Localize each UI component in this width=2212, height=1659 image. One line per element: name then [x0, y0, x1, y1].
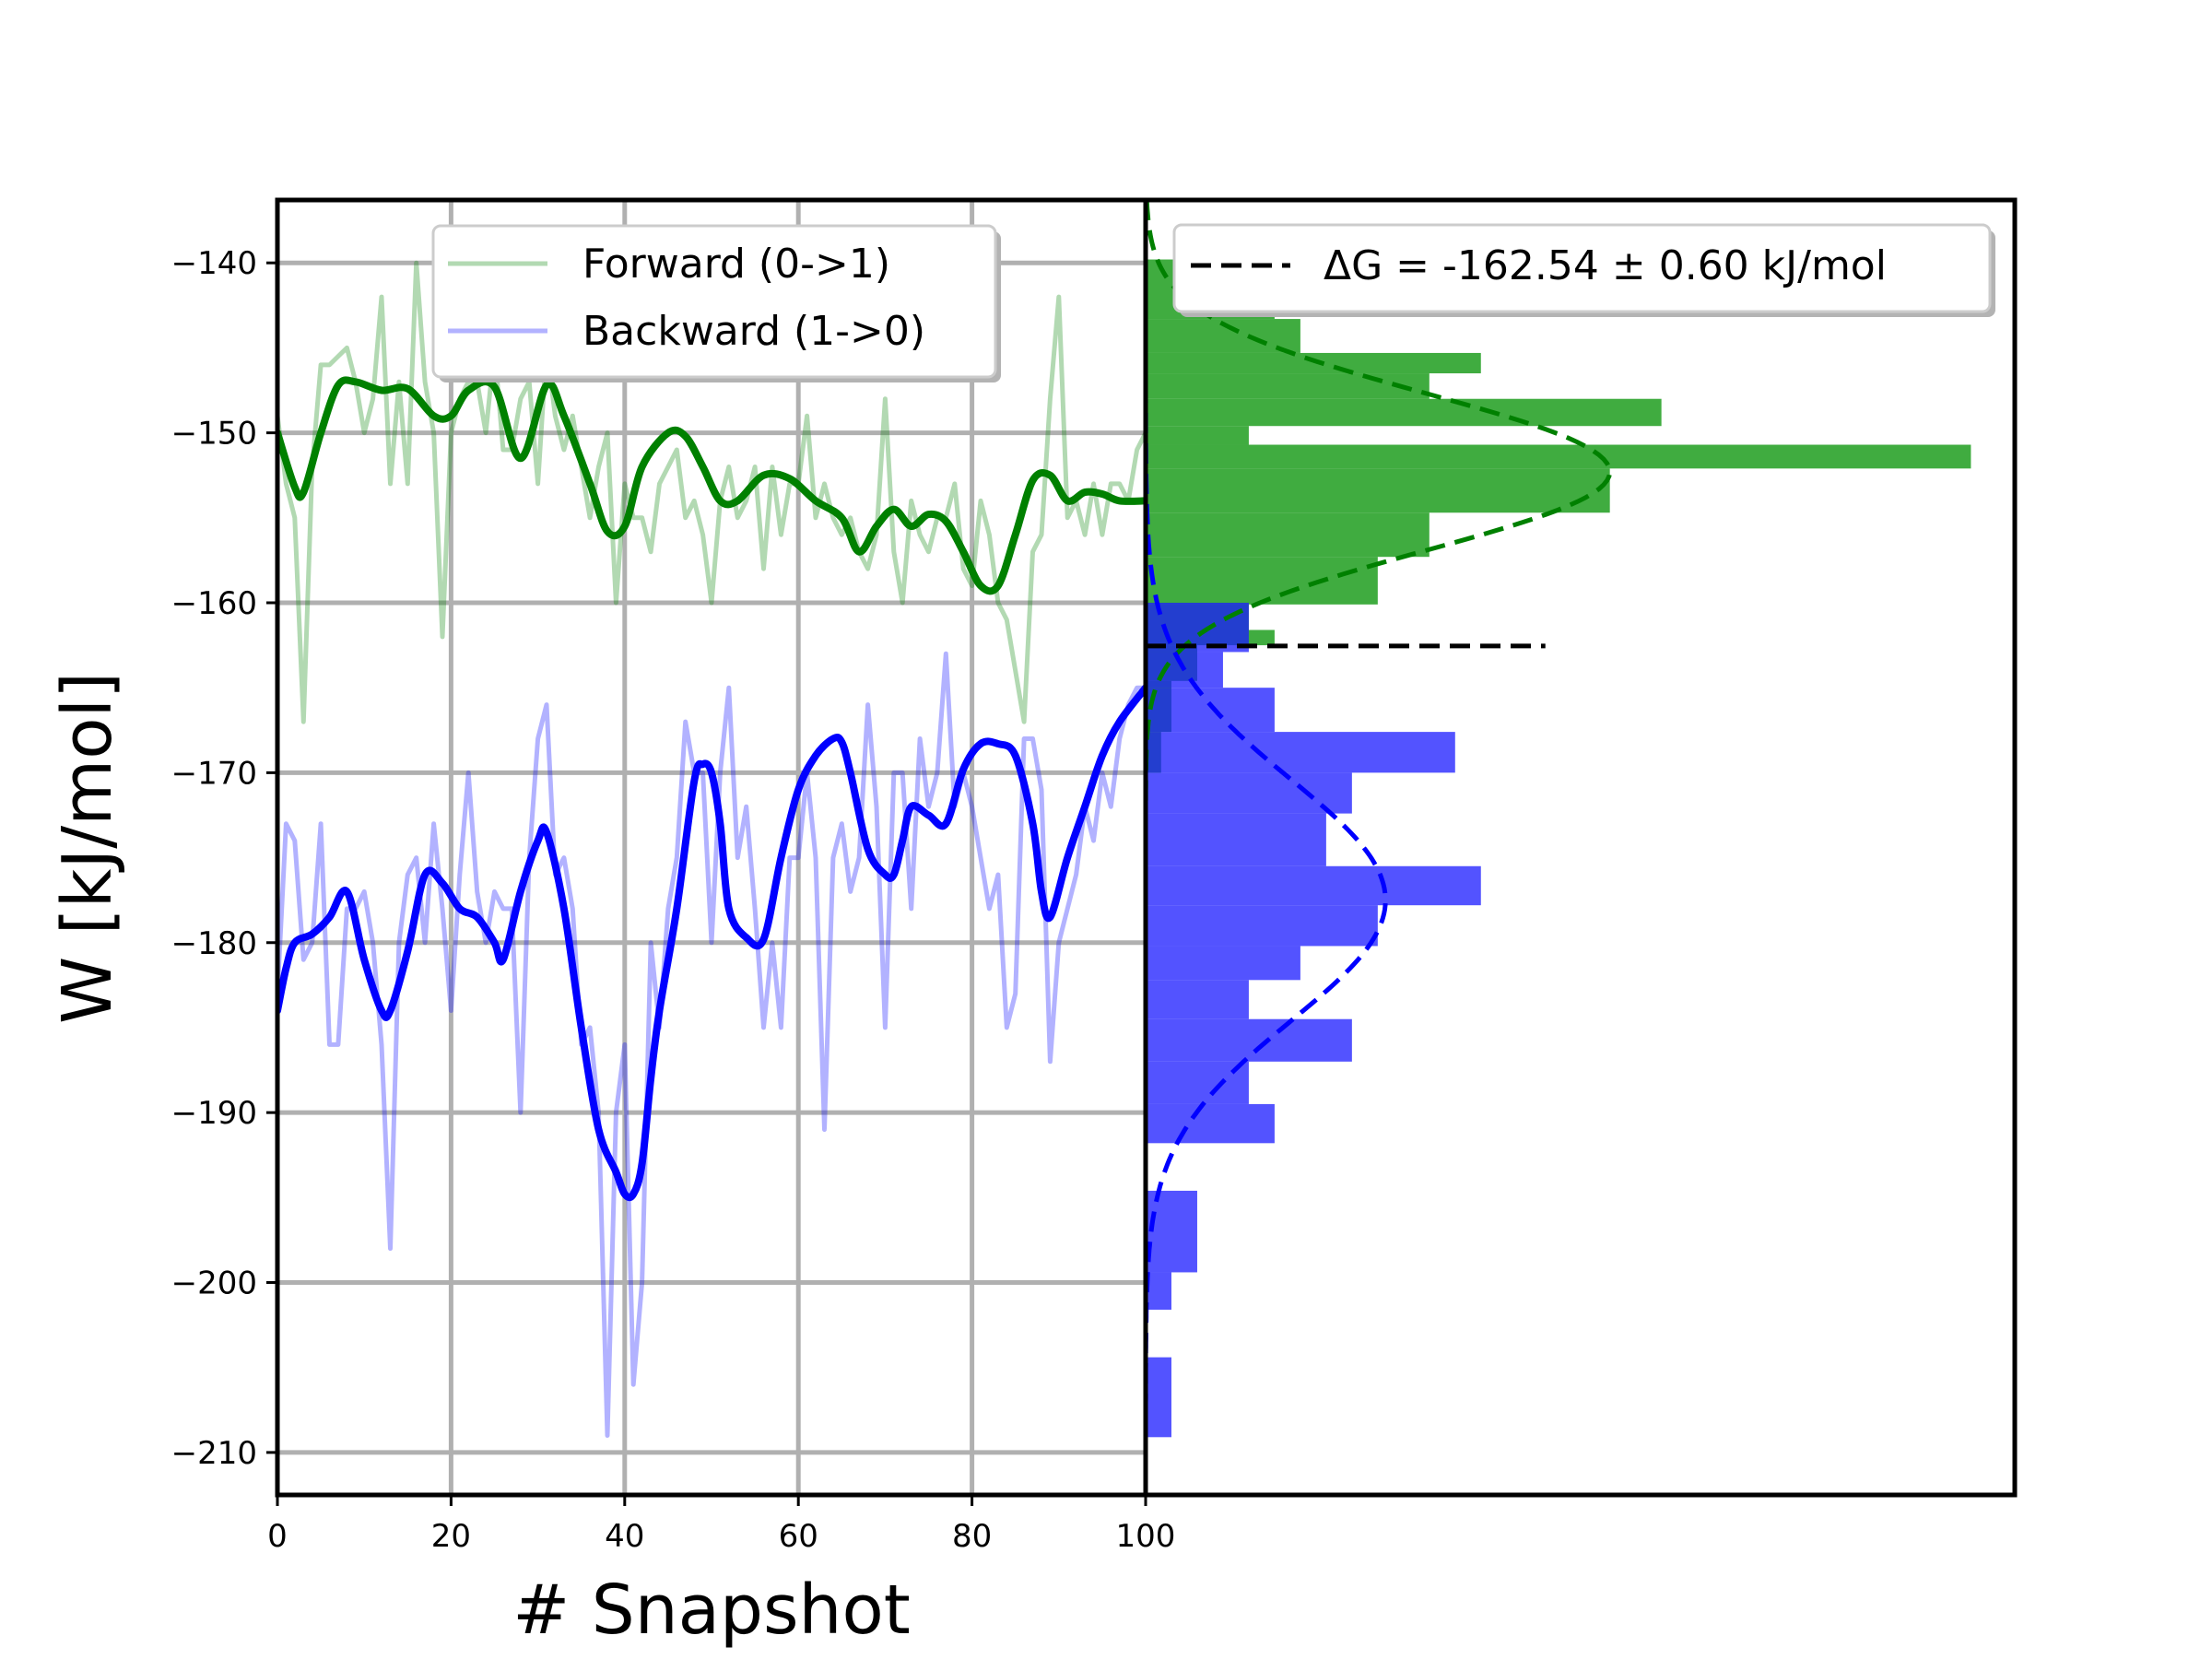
backward-histogram-bar	[1146, 980, 1249, 1019]
backward-smoothed-line	[277, 684, 1146, 1202]
x-tick-label: 40	[605, 1518, 644, 1555]
backward-histogram-bar	[1146, 1190, 1197, 1273]
backward-histogram-bar	[1146, 1357, 1171, 1438]
forward-histogram-bar	[1146, 444, 1971, 469]
legend-label-backward: Backward (1->0)	[582, 308, 925, 355]
backward-histogram-bar	[1146, 946, 1300, 981]
delta-g-legend-box	[1172, 223, 1992, 313]
work-distribution-panel: ΔG = -162.54 ± 0.60 kJ/mol	[1143, 197, 2018, 1498]
y-tick-label: −150	[171, 416, 257, 453]
backward-histogram-bar	[1146, 1272, 1171, 1311]
forward-histogram-bar	[1146, 557, 1378, 605]
backward-histogram-bar	[1146, 905, 1378, 947]
x-tick-label: 80	[952, 1518, 992, 1555]
y-tick-label: −180	[171, 925, 257, 962]
backward-histogram-bar	[1146, 772, 1352, 814]
backward-histogram-bar	[1146, 1103, 1275, 1144]
backward-histogram-bar	[1146, 688, 1275, 733]
legend-label-forward: Forward (0->1)	[582, 241, 890, 288]
x-tick-label: 100	[1116, 1518, 1176, 1555]
forward-histogram-bar	[1146, 398, 1662, 427]
forward-raw-line	[277, 260, 1146, 724]
delta-g-legend: ΔG = -162.54 ± 0.60 kJ/mol	[1172, 223, 1995, 317]
y-tick-label: −190	[171, 1095, 257, 1132]
x-tick-label: 20	[431, 1518, 471, 1555]
right-plot-frame	[1143, 197, 2018, 1498]
x-tick-label: 0	[267, 1518, 288, 1555]
backward-raw-line	[277, 651, 1146, 1438]
forward-smoothed-line	[277, 376, 1146, 595]
y-tick-label: −140	[171, 245, 257, 282]
y-tick-label: −170	[171, 755, 257, 792]
forward-histogram-bar	[1146, 426, 1249, 445]
x-tick-label: 60	[779, 1518, 818, 1555]
backward-histogram-bar	[1146, 1061, 1249, 1104]
left-plot-area	[277, 200, 1146, 1495]
forward-histogram-bar	[1146, 352, 1481, 374]
forward-histogram-bar	[1146, 512, 1430, 558]
forward-histogram-bar	[1146, 373, 1430, 399]
forward-histogram-bar	[1146, 468, 1610, 513]
y-tick-label: −210	[171, 1435, 257, 1472]
legend-box	[431, 224, 997, 379]
y-tick-label: −200	[171, 1265, 257, 1302]
series-legend: Forward (0->1) Backward (1->0)	[431, 224, 1001, 382]
delta-g-legend-label: ΔG = -162.54 ± 0.60 kJ/mol	[1324, 242, 1887, 289]
work-trace-panel: 0 20 40 60 80 100 −140 −150 −160 −170 −180 −190 −20…	[48, 197, 1176, 1650]
x-axis-title: # Snapshot	[512, 1571, 910, 1650]
y-axis-title: W [kJ/mol]	[48, 672, 127, 1024]
backward-histogram-bar	[1146, 732, 1455, 773]
backward-histogram-bar	[1146, 813, 1326, 866]
y-ticks: −140 −150 −160 −170 −180 −190 −200 −210	[171, 245, 277, 1472]
y-tick-label: −160	[171, 585, 257, 622]
backward-histogram-bar	[1146, 1018, 1352, 1062]
backward-histogram-bar	[1146, 865, 1481, 906]
left-series	[277, 260, 1146, 1438]
